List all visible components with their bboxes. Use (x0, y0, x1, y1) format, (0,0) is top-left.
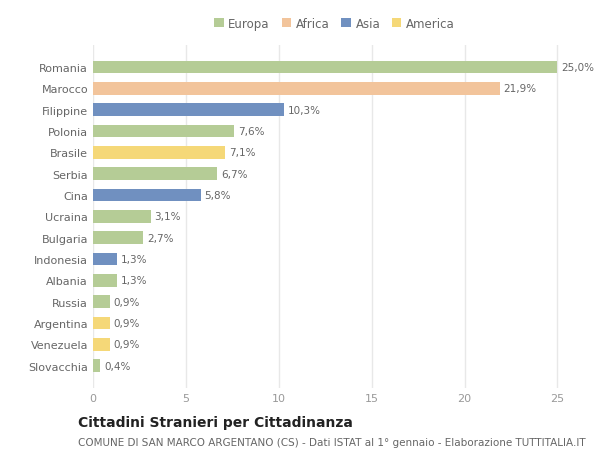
Bar (93, 104, 284, 117)
Text: 0,9%: 0,9% (113, 340, 140, 350)
Text: 10,3%: 10,3% (288, 106, 321, 115)
Text: 25,0%: 25,0% (561, 63, 594, 73)
Text: 0,9%: 0,9% (113, 319, 140, 328)
Bar (93, 338, 110, 351)
Text: 3,1%: 3,1% (154, 212, 181, 222)
Bar (93, 146, 225, 159)
Bar (93, 274, 117, 287)
Text: 7,1%: 7,1% (229, 148, 255, 158)
Text: 21,9%: 21,9% (503, 84, 536, 94)
Bar (93, 189, 201, 202)
Text: COMUNE DI SAN MARCO ARGENTANO (CS) - Dati ISTAT al 1° gennaio - Elaborazione TUT: COMUNE DI SAN MARCO ARGENTANO (CS) - Dat… (78, 437, 586, 447)
Bar (93, 168, 217, 181)
Text: Cittadini Stranieri per Cittadinanza: Cittadini Stranieri per Cittadinanza (78, 415, 353, 429)
Bar (93, 317, 110, 330)
Bar (93, 62, 557, 74)
Text: 1,3%: 1,3% (121, 276, 148, 286)
Bar (93, 83, 500, 95)
Text: 6,7%: 6,7% (221, 169, 248, 179)
Text: 1,3%: 1,3% (121, 254, 148, 264)
Bar (93, 125, 234, 138)
Text: 2,7%: 2,7% (147, 233, 173, 243)
Bar (93, 296, 110, 308)
Bar (93, 253, 117, 266)
Text: 0,9%: 0,9% (113, 297, 140, 307)
Bar (93, 211, 151, 223)
Bar (93, 359, 100, 372)
Bar (93, 232, 143, 245)
Text: 5,8%: 5,8% (205, 190, 231, 201)
Legend: Europa, Africa, Asia, America: Europa, Africa, Asia, America (214, 17, 455, 31)
Text: 0,4%: 0,4% (104, 361, 131, 371)
Text: 7,6%: 7,6% (238, 127, 265, 137)
